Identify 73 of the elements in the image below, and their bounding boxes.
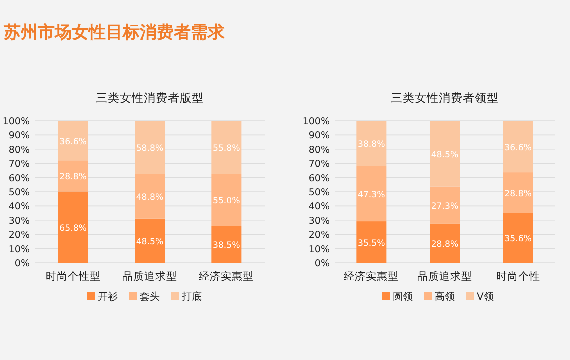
bar bbox=[212, 226, 242, 263]
y-tick-label: 50% bbox=[308, 188, 330, 198]
bar bbox=[212, 174, 242, 226]
annotation: 36.6% bbox=[60, 137, 87, 148]
bar bbox=[356, 166, 387, 222]
annotation: 28.8% bbox=[504, 189, 532, 200]
legend-label: 打底 bbox=[181, 291, 202, 303]
chart-title: 苏州市场女性目标消费者需求 bbox=[3, 23, 226, 43]
bar bbox=[135, 121, 165, 174]
annotation: 48.5% bbox=[136, 237, 164, 248]
bar bbox=[430, 121, 460, 187]
bar bbox=[503, 121, 534, 173]
bar bbox=[58, 192, 88, 263]
annotation: 55.0% bbox=[213, 196, 240, 207]
legend-label: 高领 bbox=[435, 291, 455, 303]
x-tick-label: 时尚个性 bbox=[496, 270, 540, 283]
bar bbox=[503, 172, 534, 214]
x-tick-label: 品质追求型 bbox=[122, 270, 178, 283]
bar bbox=[430, 186, 460, 224]
annotation: 36.6% bbox=[504, 143, 532, 154]
annotation: 47.3% bbox=[358, 190, 386, 200]
annotation: 58.8% bbox=[136, 144, 164, 154]
chart-subtitle: 三类女性消费者版型 bbox=[96, 91, 204, 105]
y-tick-label: 30% bbox=[8, 216, 30, 227]
annotation: 35.6% bbox=[504, 234, 532, 245]
bar bbox=[356, 222, 387, 263]
y-tick-label: 40% bbox=[308, 202, 330, 213]
chart-title: 三类女性消费者领型 bbox=[391, 91, 499, 105]
x-tick-label: 经济实惠型 bbox=[344, 270, 400, 283]
annotation: 55.8% bbox=[213, 144, 240, 154]
annotation: 35.5% bbox=[358, 238, 386, 249]
y-tick-label: 10% bbox=[308, 244, 330, 256]
x-tick-label: 品质追求型 bbox=[418, 270, 472, 283]
annotation: 28.8% bbox=[431, 240, 459, 250]
y-tick-label: 40% bbox=[8, 202, 30, 213]
legend-label: V领 bbox=[477, 291, 494, 303]
y-tick-label: 0% bbox=[14, 258, 30, 270]
x-tick-label: 经济实惠型 bbox=[199, 270, 254, 283]
y-tick-label: 60% bbox=[8, 173, 30, 184]
bar bbox=[212, 121, 242, 174]
y-tick-label: 70% bbox=[8, 159, 30, 170]
y-tick-label: 10% bbox=[8, 244, 30, 256]
y-tick-label: 70% bbox=[308, 159, 330, 170]
annotation: 38.8% bbox=[358, 140, 386, 150]
annotation: 65.8% bbox=[60, 224, 87, 234]
y-tick-label: 80% bbox=[308, 144, 330, 156]
legend-label: 套头 bbox=[140, 291, 160, 303]
y-tick-label: 0% bbox=[314, 258, 330, 270]
annotation: 28.8% bbox=[60, 172, 87, 183]
legend-label: 圆领 bbox=[393, 291, 413, 303]
y-tick-label: 20% bbox=[308, 230, 330, 242]
bar bbox=[58, 121, 88, 161]
bar bbox=[135, 174, 165, 219]
y-tick-label: 90% bbox=[8, 130, 30, 142]
y-tick-label: 20% bbox=[8, 230, 30, 242]
annotation: 38.5% bbox=[213, 241, 240, 252]
bar bbox=[503, 213, 534, 263]
y-tick-label: 100% bbox=[302, 116, 330, 128]
y-tick-label: 80% bbox=[8, 144, 30, 156]
x-tick-label: 时尚个性型 bbox=[46, 270, 101, 283]
legend-label: 开衫 bbox=[98, 291, 118, 303]
bar bbox=[430, 224, 460, 263]
bar bbox=[135, 218, 165, 263]
y-tick-label: 30% bbox=[308, 216, 330, 227]
annotation: 27.3% bbox=[431, 202, 459, 212]
bar bbox=[356, 121, 387, 166]
annotation: 48.8% bbox=[136, 193, 164, 204]
bar bbox=[58, 160, 88, 192]
y-tick-label: 50% bbox=[8, 188, 30, 198]
y-tick-label: 100% bbox=[2, 116, 30, 128]
y-tick-label: 60% bbox=[308, 173, 330, 184]
annotation: 48.5% bbox=[431, 150, 459, 160]
y-tick-label: 90% bbox=[308, 130, 330, 142]
